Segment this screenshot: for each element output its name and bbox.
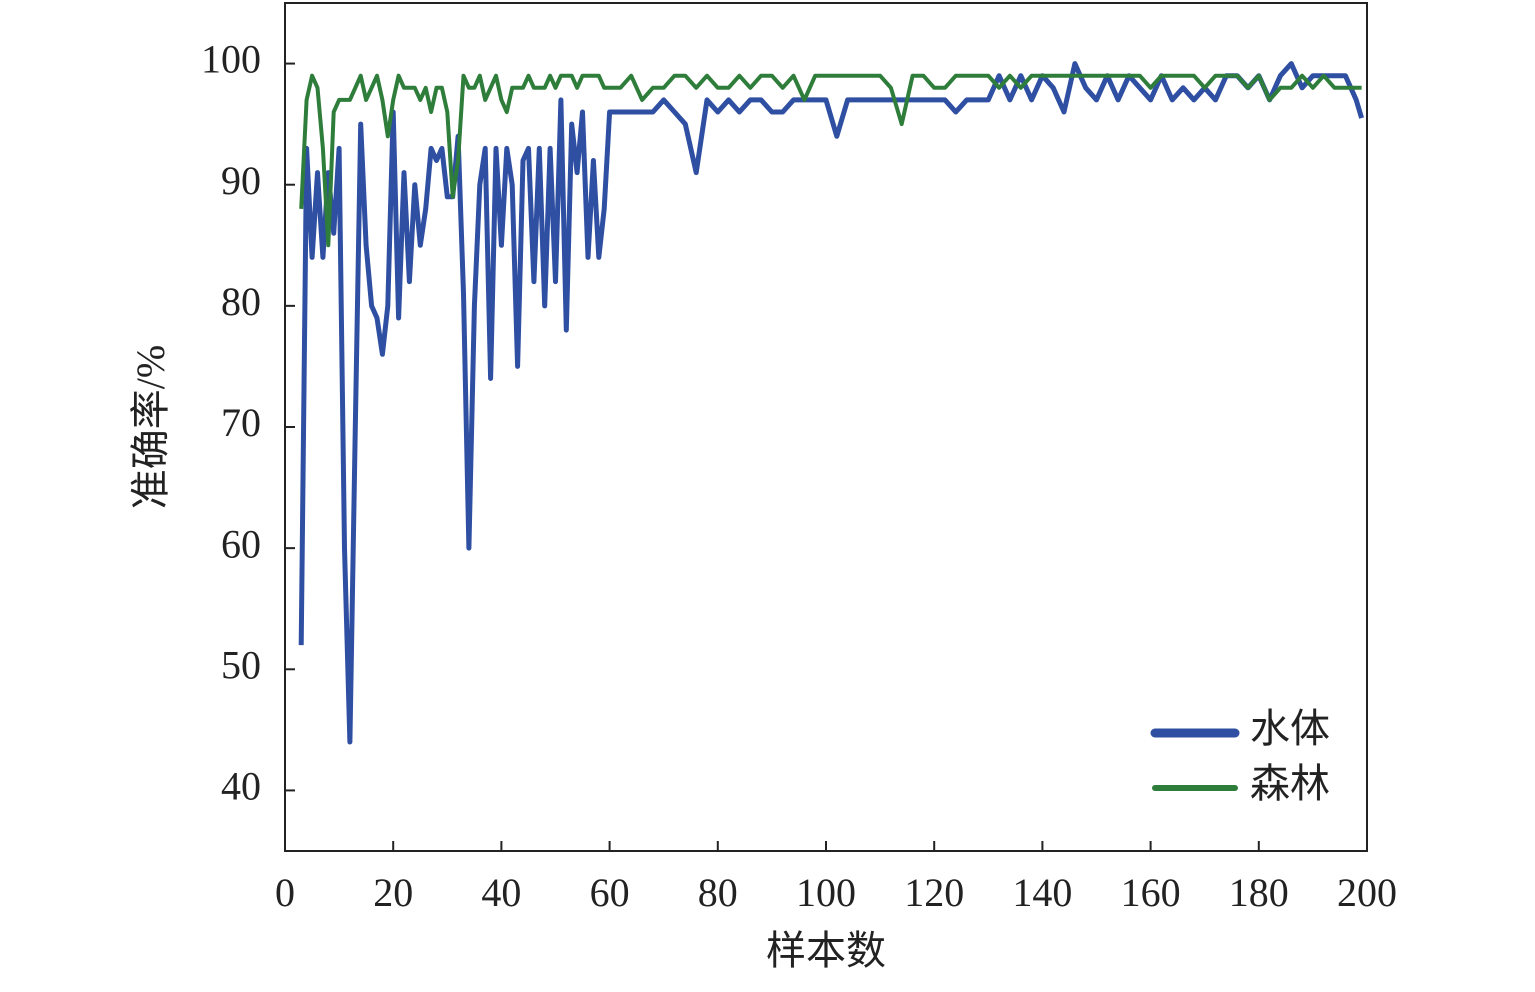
x-tick-label: 180 bbox=[1229, 870, 1289, 915]
x-tick-label: 0 bbox=[275, 870, 295, 915]
y-tick-label: 50 bbox=[221, 642, 261, 687]
y-tick-label: 100 bbox=[201, 37, 261, 82]
x-axis-label: 样本数 bbox=[766, 928, 886, 973]
legend-label: 森林 bbox=[1250, 761, 1330, 806]
x-tick-label: 200 bbox=[1337, 870, 1397, 915]
x-tick-label: 140 bbox=[1012, 870, 1072, 915]
x-tick-label: 100 bbox=[796, 870, 856, 915]
legend-label: 水体 bbox=[1250, 706, 1330, 751]
y-tick-label: 80 bbox=[221, 279, 261, 324]
series-line bbox=[299, 73, 1362, 248]
x-tick-label: 40 bbox=[481, 870, 521, 915]
x-tick-label: 80 bbox=[698, 870, 738, 915]
y-axis-label: 准确率/% bbox=[128, 345, 173, 509]
x-tick-label: 120 bbox=[904, 870, 964, 915]
y-tick-label: 70 bbox=[221, 400, 261, 445]
y-tick-label: 60 bbox=[221, 521, 261, 566]
x-tick-label: 60 bbox=[590, 870, 630, 915]
x-tick-label: 160 bbox=[1121, 870, 1181, 915]
y-tick-label: 90 bbox=[221, 158, 261, 203]
y-tick-label: 40 bbox=[221, 764, 261, 809]
series-line bbox=[298, 61, 1364, 745]
plot-frame bbox=[284, 2, 1368, 852]
x-tick-label: 20 bbox=[373, 870, 413, 915]
